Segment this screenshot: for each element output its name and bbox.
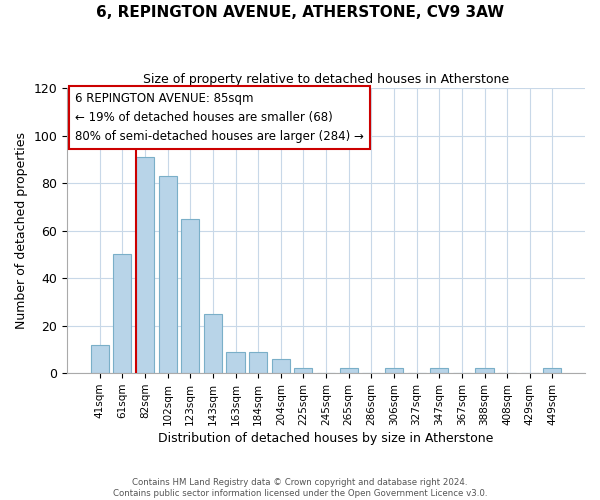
Bar bbox=[158, 176, 176, 373]
Bar bbox=[295, 368, 313, 373]
X-axis label: Distribution of detached houses by size in Atherstone: Distribution of detached houses by size … bbox=[158, 432, 494, 445]
Bar bbox=[249, 352, 267, 373]
Bar bbox=[226, 352, 245, 373]
Y-axis label: Number of detached properties: Number of detached properties bbox=[15, 132, 28, 329]
Bar bbox=[340, 368, 358, 373]
Bar bbox=[272, 359, 290, 373]
Bar bbox=[91, 344, 109, 373]
Text: 6 REPINGTON AVENUE: 85sqm
← 19% of detached houses are smaller (68)
80% of semi-: 6 REPINGTON AVENUE: 85sqm ← 19% of detac… bbox=[75, 92, 364, 144]
Bar bbox=[544, 368, 562, 373]
Bar bbox=[136, 157, 154, 373]
Bar bbox=[475, 368, 494, 373]
Title: Size of property relative to detached houses in Atherstone: Size of property relative to detached ho… bbox=[143, 72, 509, 86]
Bar bbox=[181, 219, 199, 373]
Bar bbox=[430, 368, 448, 373]
Text: Contains HM Land Registry data © Crown copyright and database right 2024.
Contai: Contains HM Land Registry data © Crown c… bbox=[113, 478, 487, 498]
Bar bbox=[385, 368, 403, 373]
Bar bbox=[113, 254, 131, 373]
Text: 6, REPINGTON AVENUE, ATHERSTONE, CV9 3AW: 6, REPINGTON AVENUE, ATHERSTONE, CV9 3AW bbox=[96, 5, 504, 20]
Bar bbox=[204, 314, 222, 373]
